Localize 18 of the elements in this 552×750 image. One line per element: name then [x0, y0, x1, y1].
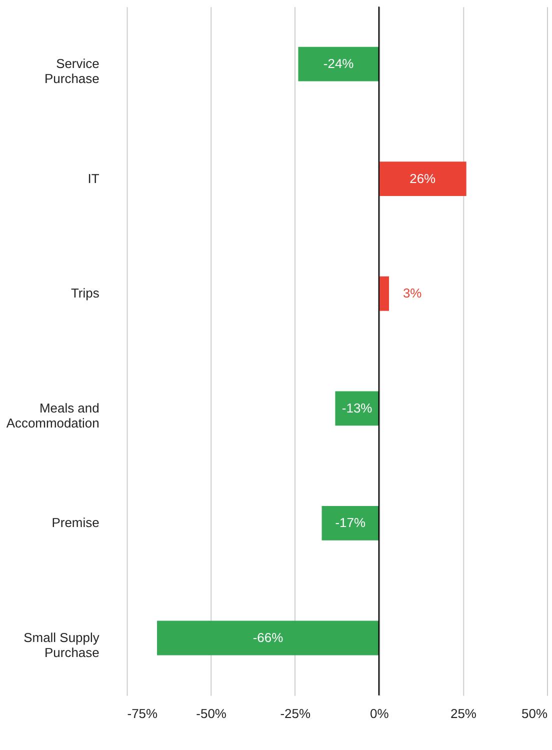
- data-label: -17%: [335, 515, 366, 530]
- x-tick-label: 25%: [450, 706, 477, 721]
- x-tick-label: -25%: [280, 706, 311, 721]
- x-tick-label: 50%: [522, 706, 548, 721]
- x-tick-label: -50%: [196, 706, 227, 721]
- y-tick-label: Premise: [52, 515, 100, 530]
- data-label: -24%: [323, 56, 354, 72]
- data-label: 26%: [410, 170, 436, 186]
- data-label: -66%: [252, 630, 284, 645]
- data-label: -13%: [342, 400, 373, 416]
- y-tick-label: Service Purchase: [44, 56, 100, 86]
- x-tick-label: 0%: [370, 706, 390, 721]
- y-tick-label: Small Supply Purchase: [24, 630, 100, 660]
- data-label: 3%: [402, 286, 422, 301]
- y-tick-label: Meals and Accommodation: [6, 400, 100, 430]
- y-tick-label: Trips: [70, 286, 100, 301]
- y-tick-label: IT: [88, 170, 100, 186]
- x-tick-label: -75%: [127, 706, 158, 721]
